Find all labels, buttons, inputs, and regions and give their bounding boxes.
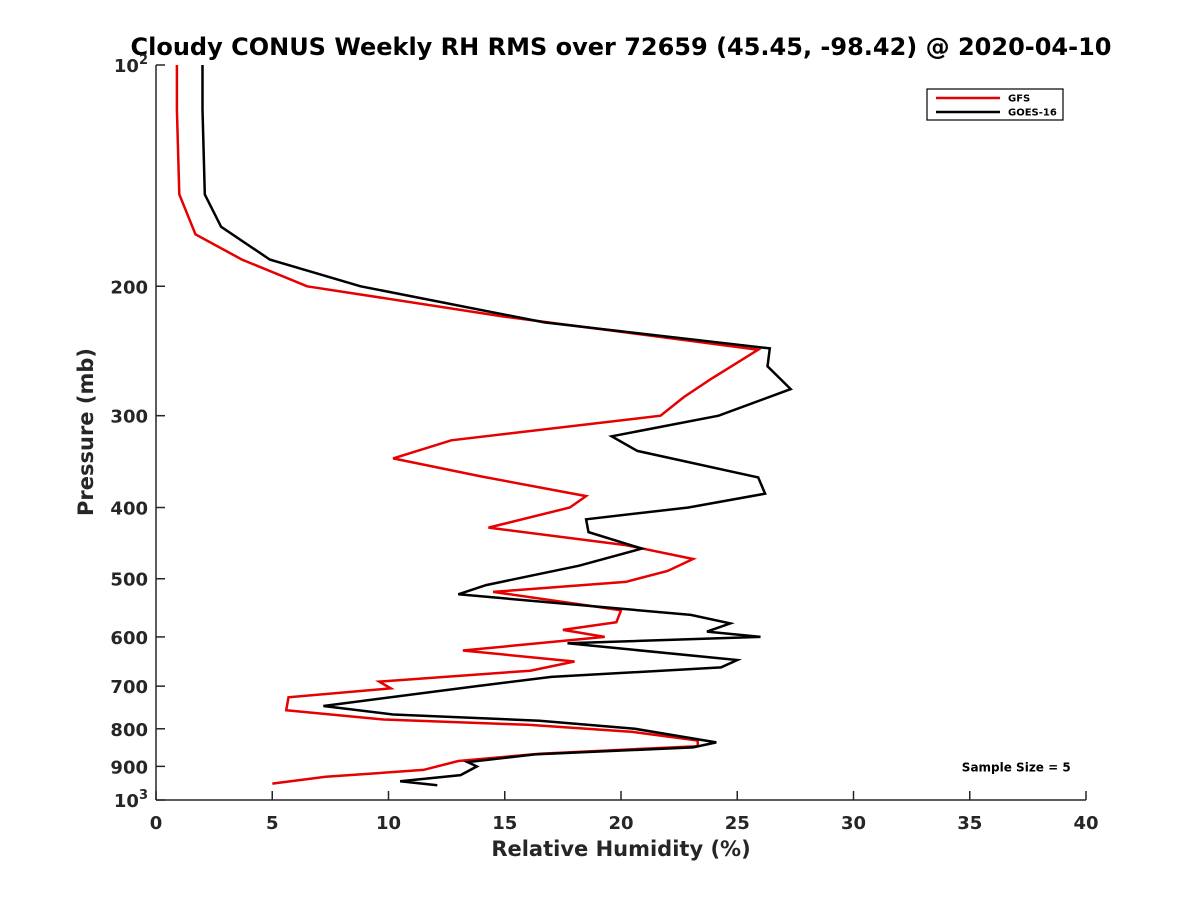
x-tick-label: 40: [1073, 813, 1098, 834]
y-tick-label: 103: [114, 788, 148, 812]
chart-title: Cloudy CONUS Weekly RH RMS over 72659 (4…: [131, 33, 1112, 61]
x-axis-label: Relative Humidity (%): [491, 837, 750, 861]
legend-label: GOES-16: [1008, 108, 1057, 119]
x-tick-label: 25: [725, 813, 750, 834]
y-tick-label: 900: [110, 757, 148, 778]
legend: GFS GOES-16: [926, 88, 1064, 121]
y-tick-label: 400: [110, 499, 148, 520]
y-tick-label: 300: [110, 407, 148, 428]
y-tick-label: 102: [114, 53, 148, 77]
x-tick-label: 5: [266, 813, 279, 834]
y-tick-label: 800: [110, 720, 148, 741]
series-line-goes-16: [201, 65, 793, 787]
series-line-gfs: [175, 65, 762, 785]
x-tick-label: 10: [376, 813, 401, 834]
plot-series: [175, 65, 793, 787]
y-tick-label: 500: [110, 570, 148, 591]
y-tick-label: 600: [110, 628, 148, 649]
x-tick-label: 35: [957, 813, 982, 834]
y-tick-label: 200: [110, 277, 148, 298]
x-tick-label: 15: [492, 813, 517, 834]
x-tick-label: 30: [841, 813, 866, 834]
sample-size-annotation: Sample Size = 5: [962, 760, 1071, 774]
x-ticks: 0 5 10 15 20 25 30 35 40: [150, 791, 1099, 834]
x-tick-label: 0: [150, 813, 163, 834]
legend-label: GFS: [1008, 94, 1030, 105]
y-axis-label: Pressure (mb): [74, 348, 98, 516]
x-tick-label: 20: [608, 813, 633, 834]
legend-entries: GFS GOES-16: [936, 94, 1057, 119]
y-tick-label: 700: [110, 677, 148, 698]
legend-box: [926, 88, 1064, 121]
y-ticks: 102 200 300 400 500 600 700 800 900 103: [110, 53, 165, 812]
